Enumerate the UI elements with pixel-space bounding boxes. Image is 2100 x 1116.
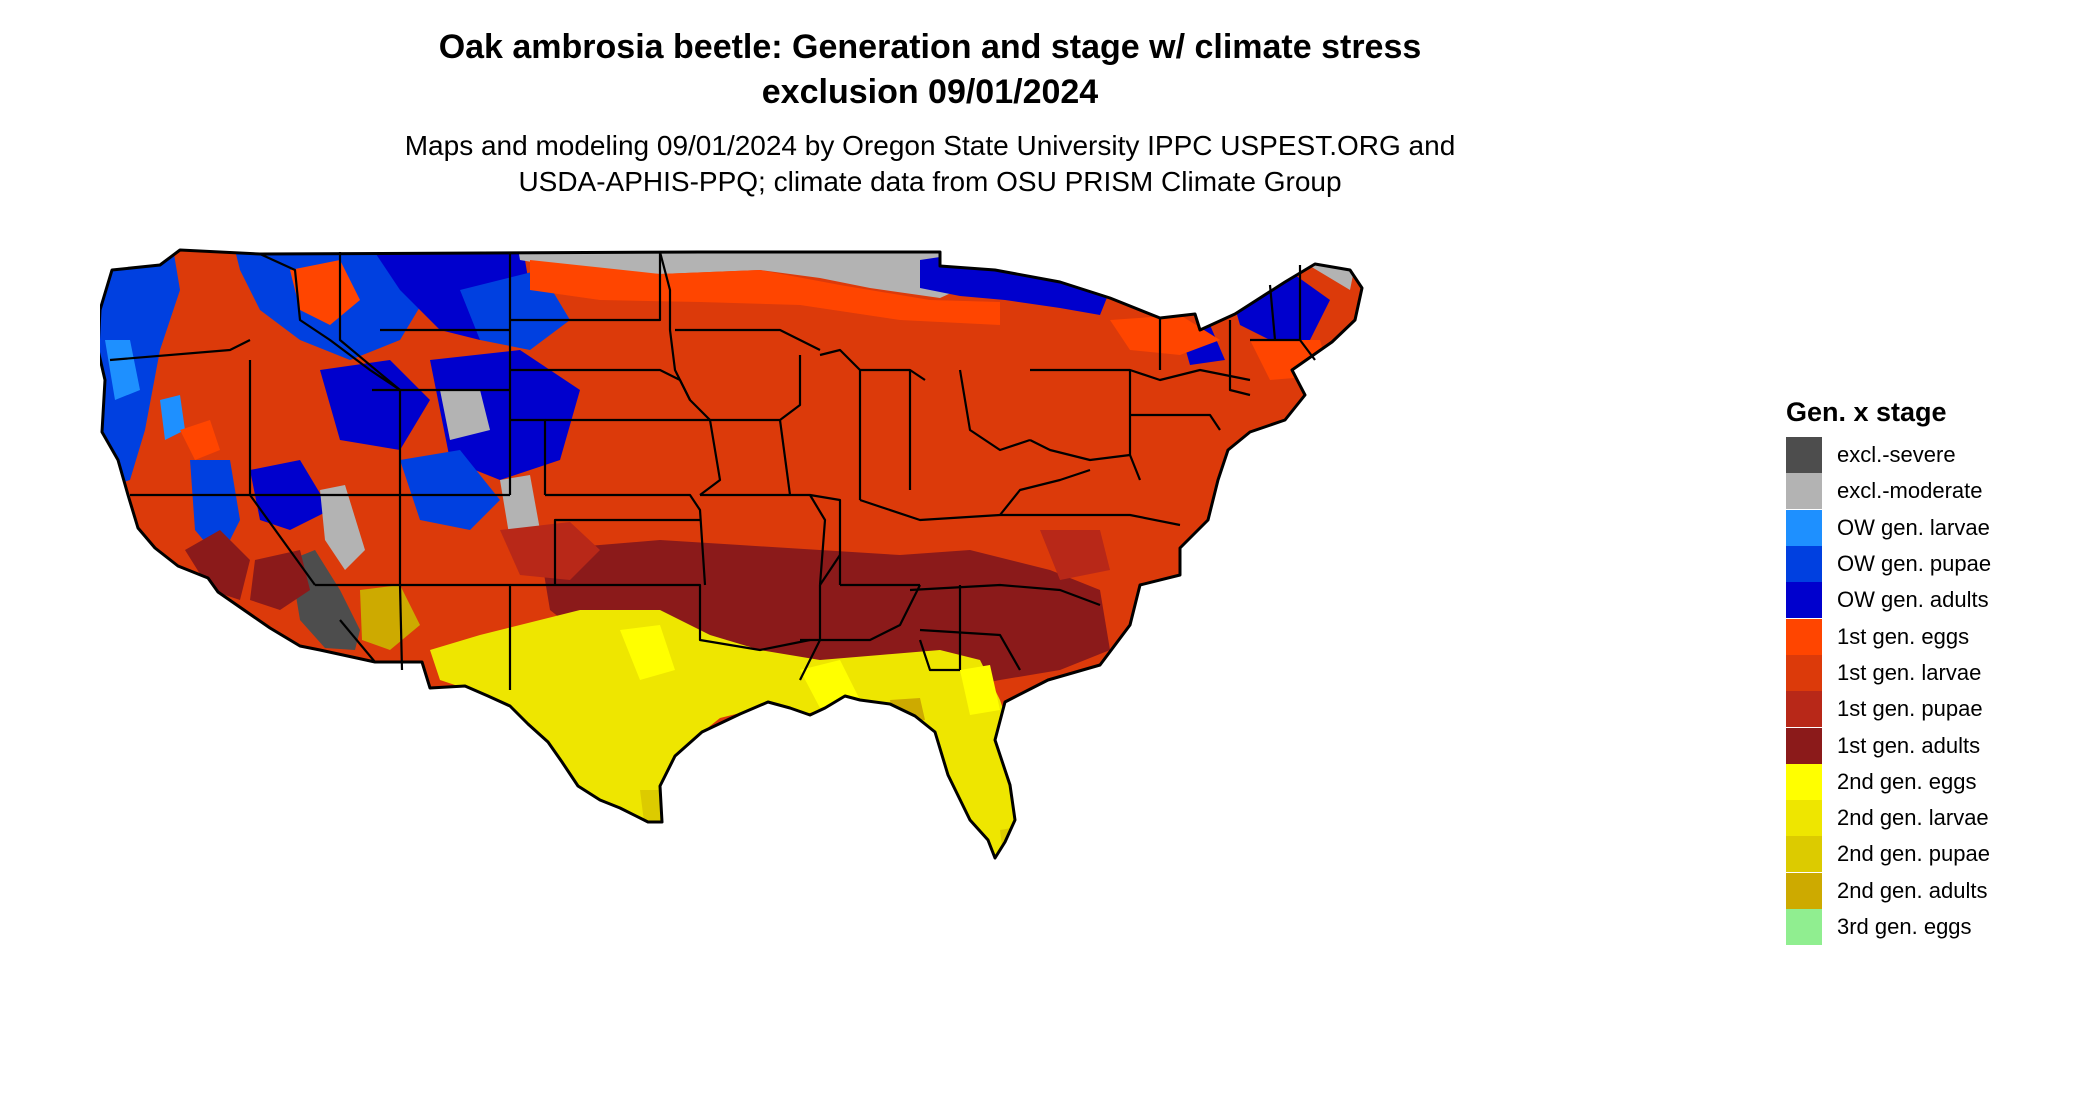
- legend-item-2nd-eggs: 2nd gen. eggs: [1786, 763, 2066, 800]
- legend-label: 1st gen. adults: [1837, 732, 1981, 758]
- legend-label: excl.-moderate: [1837, 478, 1983, 504]
- legend-swatch: [1786, 800, 1822, 837]
- legend-item-1st-eggs: 1st gen. eggs: [1786, 618, 2066, 655]
- legend-label: 2nd gen. eggs: [1837, 768, 1977, 794]
- legend-items: excl.-severe excl.-moderate OW gen. larv…: [1786, 437, 2066, 945]
- legend-swatch: [1786, 654, 1822, 691]
- legend-swatch: [1786, 727, 1822, 764]
- legend-item-2nd-larvae: 2nd gen. larvae: [1786, 800, 2066, 837]
- legend-item-2nd-adults: 2nd gen. adults: [1786, 872, 2066, 909]
- map-title-line-1: Oak ambrosia beetle: Generation and stag…: [438, 28, 1422, 66]
- legend-swatch: [1786, 872, 1822, 909]
- legend-item-3rd-eggs: 3rd gen. eggs: [1786, 909, 2066, 945]
- us-phenology-map: [100, 248, 1364, 860]
- legend-swatch: [1786, 836, 1822, 873]
- map-title-line-2: exclusion 09/01/2024: [761, 73, 1099, 111]
- legend-title: Gen. x stage: [1786, 397, 1947, 427]
- legend-swatch: [1786, 691, 1822, 728]
- legend-swatch: [1786, 473, 1822, 510]
- legend-item-2nd-pupae: 2nd gen. pupae: [1786, 836, 2066, 873]
- legend-label: 1st gen. larvae: [1837, 659, 1982, 685]
- legend-item-ow-adults: OW gen. adults: [1786, 582, 2066, 619]
- legend-swatch: [1786, 582, 1822, 619]
- legend-label: OW gen. larvae: [1837, 514, 1990, 540]
- legend-item-ow-pupae: OW gen. pupae: [1786, 546, 2066, 583]
- legend-item-1st-pupae: 1st gen. pupae: [1786, 691, 2066, 728]
- legend-swatch: [1786, 618, 1822, 655]
- legend-label: OW gen. pupae: [1837, 551, 1992, 577]
- map-legend: Gen. x stage excl.-severe excl.-moderate…: [1786, 395, 2066, 945]
- legend-label: 3rd gen. eggs: [1837, 914, 1972, 939]
- legend-swatch: [1786, 509, 1822, 546]
- legend-label: 1st gen. pupae: [1837, 696, 1983, 722]
- legend-label: OW gen. adults: [1837, 587, 1989, 613]
- legend-item-excl-moderate: excl.-moderate: [1786, 473, 2066, 510]
- legend-label: 2nd gen. pupae: [1837, 841, 1990, 867]
- legend-swatch: [1786, 546, 1822, 583]
- legend-item-ow-larvae: OW gen. larvae: [1786, 509, 2066, 546]
- legend-label: 2nd gen. adults: [1837, 877, 1988, 903]
- legend-item-1st-adults: 1st gen. adults: [1786, 727, 2066, 764]
- legend-swatch: [1786, 437, 1822, 474]
- legend-item-1st-larvae: 1st gen. larvae: [1786, 654, 2066, 691]
- legend-swatch: [1786, 763, 1822, 800]
- map-subtitle-line-1: Maps and modeling 09/01/2024 by Oregon S…: [404, 130, 1456, 161]
- legend-label: 1st gen. eggs: [1837, 623, 1970, 649]
- legend-label: excl.-severe: [1837, 442, 1956, 468]
- legend-label: 2nd gen. larvae: [1837, 805, 1989, 831]
- legend-item-excl-severe: excl.-severe: [1786, 437, 2066, 474]
- map-subtitle-line-2: USDA-APHIS-PPQ; climate data from OSU PR…: [518, 166, 1342, 197]
- legend-swatch: [1786, 909, 1822, 945]
